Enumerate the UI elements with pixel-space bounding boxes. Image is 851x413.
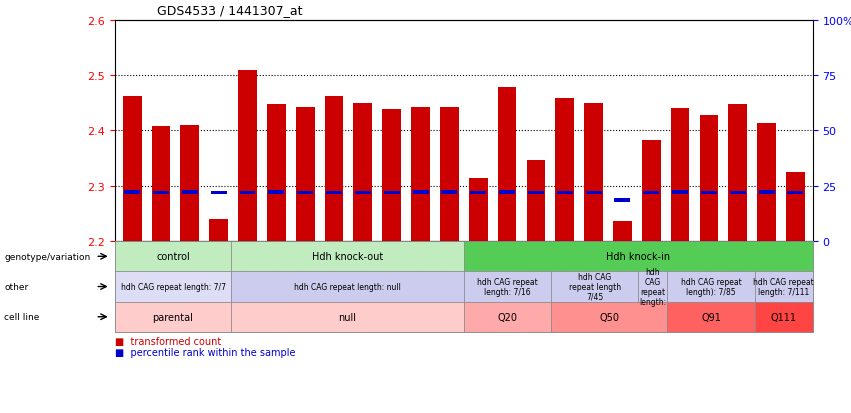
Text: Q111: Q111 <box>771 312 797 322</box>
Bar <box>297 191 313 195</box>
Text: ■  transformed count: ■ transformed count <box>115 337 221 347</box>
Bar <box>268 190 284 195</box>
Text: hdh
CAG
repeat
length:: hdh CAG repeat length: <box>639 268 666 306</box>
Bar <box>325 97 344 242</box>
Text: Hdh knock-out: Hdh knock-out <box>311 252 383 262</box>
Bar <box>786 173 805 242</box>
Bar <box>556 99 574 242</box>
Bar <box>758 190 774 195</box>
Bar <box>672 190 688 195</box>
Text: GDS4533 / 1441307_at: GDS4533 / 1441307_at <box>157 4 303 17</box>
Bar <box>353 104 372 242</box>
Bar <box>471 191 486 195</box>
Bar <box>180 126 199 242</box>
Text: ■  percentile rank within the sample: ■ percentile rank within the sample <box>115 347 295 357</box>
Bar <box>442 190 457 195</box>
Bar <box>209 220 228 242</box>
Bar <box>585 191 602 195</box>
Text: hdh CAG
repeat length
7/45: hdh CAG repeat length 7/45 <box>568 273 620 301</box>
Text: parental: parental <box>152 312 193 322</box>
Bar <box>211 191 226 195</box>
Bar <box>728 104 747 242</box>
Bar <box>151 127 170 242</box>
Bar <box>643 191 660 195</box>
Text: hdh CAG repeat
length: 7/111: hdh CAG repeat length: 7/111 <box>753 278 814 296</box>
Text: hdh CAG repeat
length): 7/85: hdh CAG repeat length): 7/85 <box>681 278 741 296</box>
Bar <box>757 123 776 242</box>
Bar <box>182 190 197 195</box>
Bar <box>238 70 257 242</box>
Bar <box>123 97 141 242</box>
Text: hdh CAG repeat length: 7/7: hdh CAG repeat length: 7/7 <box>121 282 226 291</box>
Bar <box>153 191 169 195</box>
Bar <box>413 190 429 195</box>
Text: Q20: Q20 <box>497 312 517 322</box>
Bar <box>671 109 689 242</box>
Bar <box>498 88 517 242</box>
Bar <box>355 191 371 195</box>
Text: Q91: Q91 <box>701 312 721 322</box>
Text: genotype/variation: genotype/variation <box>4 252 90 261</box>
Text: cell line: cell line <box>4 313 40 321</box>
Bar <box>613 221 631 242</box>
Text: hdh CAG repeat
length: 7/16: hdh CAG repeat length: 7/16 <box>477 278 538 296</box>
Bar <box>557 191 573 195</box>
Text: control: control <box>157 252 190 262</box>
Text: Hdh knock-in: Hdh knock-in <box>606 252 671 262</box>
Bar <box>267 104 286 242</box>
Bar <box>584 104 603 242</box>
Bar <box>528 191 544 195</box>
Bar <box>701 191 717 195</box>
Bar <box>469 179 488 242</box>
Bar <box>411 108 430 242</box>
Bar <box>700 116 718 242</box>
Bar <box>642 141 660 242</box>
Text: null: null <box>339 312 357 322</box>
Bar <box>240 191 255 195</box>
Bar <box>124 190 140 195</box>
Bar <box>527 160 545 242</box>
Text: hdh CAG repeat length: null: hdh CAG repeat length: null <box>294 282 401 291</box>
Bar <box>326 191 342 195</box>
Bar <box>730 191 745 195</box>
Bar <box>614 198 631 202</box>
Bar <box>787 191 803 195</box>
Text: other: other <box>4 282 28 291</box>
Bar <box>499 190 515 195</box>
Bar <box>384 191 400 195</box>
Bar <box>382 110 401 242</box>
Text: Q50: Q50 <box>599 312 620 322</box>
Bar <box>440 107 459 242</box>
Bar <box>296 107 315 242</box>
